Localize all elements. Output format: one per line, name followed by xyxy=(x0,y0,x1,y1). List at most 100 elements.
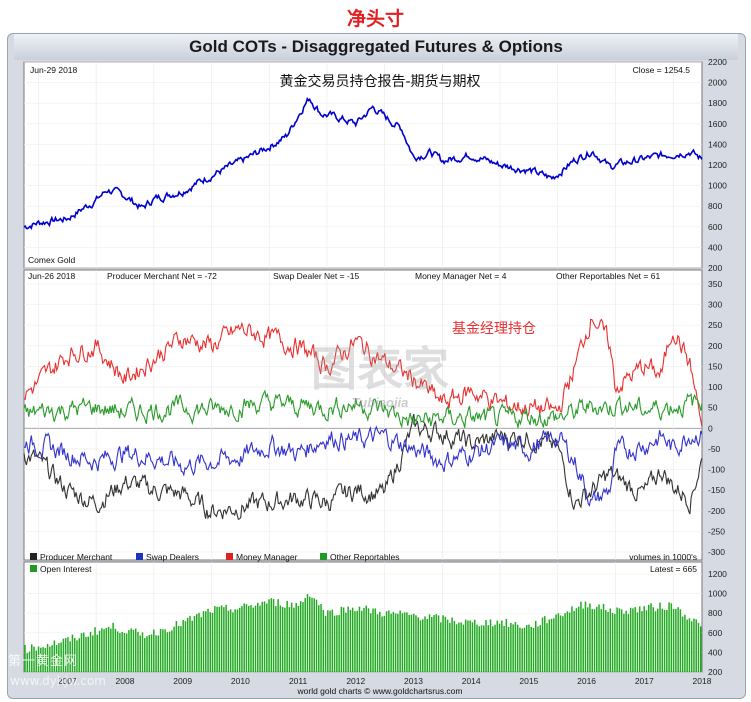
open-interest-bar xyxy=(166,632,169,672)
open-interest-bar xyxy=(252,607,254,672)
open-interest-bar xyxy=(401,613,404,672)
open-interest-bar xyxy=(647,604,650,672)
y-tick-label: 200 xyxy=(708,341,722,351)
money-net-label: Money Manager Net = 4 xyxy=(415,271,507,281)
open-interest-bar xyxy=(40,647,42,672)
open-interest-bar xyxy=(483,625,485,672)
open-interest-bar xyxy=(564,613,566,672)
open-interest-bar xyxy=(259,605,261,672)
open-interest-bar xyxy=(643,606,645,672)
open-interest-bar xyxy=(333,615,336,672)
open-interest-bar xyxy=(284,607,286,672)
open-interest-bar xyxy=(510,622,512,672)
open-interest-bar xyxy=(573,610,575,672)
price-subtitle: 黄金交易员持仓报告-期货与期权 xyxy=(279,73,480,90)
open-interest-bar xyxy=(116,631,119,672)
open-interest-bar xyxy=(620,609,623,672)
y-tick-label: 1400 xyxy=(708,139,727,149)
open-interest-bar xyxy=(177,625,180,672)
open-interest-bar xyxy=(399,610,401,672)
open-interest-bar xyxy=(349,609,352,672)
y-tick-label: 1000 xyxy=(708,181,727,191)
open-interest-bar xyxy=(130,628,132,672)
open-interest-bar xyxy=(171,630,173,672)
open-interest-bar xyxy=(467,620,469,672)
open-interest-bar xyxy=(315,599,318,672)
open-interest-bar xyxy=(306,594,309,672)
open-interest-bar xyxy=(629,607,632,672)
y-tick-label: 50 xyxy=(708,403,718,413)
open-interest-bar xyxy=(417,617,419,672)
net-date-label: Jun-26 2018 xyxy=(28,271,76,281)
y-tick-label: 600 xyxy=(708,628,722,638)
open-interest-bar xyxy=(503,625,505,672)
open-interest-bar xyxy=(98,630,101,672)
swap-net-label: Swap Dealer Net = -15 xyxy=(273,271,359,281)
open-interest-bar xyxy=(67,637,69,672)
open-interest-bar xyxy=(516,624,519,672)
open-interest-bar xyxy=(611,612,614,672)
x-tick-label: 2013 xyxy=(404,676,423,686)
open-interest-bar xyxy=(641,611,643,672)
open-interest-bar xyxy=(134,628,137,672)
open-interest-bar xyxy=(514,622,517,672)
open-interest-bar xyxy=(372,608,374,672)
axis-ticks: 2004006008001000120014001600180020002200… xyxy=(58,57,727,686)
open-interest-bar xyxy=(164,629,166,672)
producer-net-label: Producer Merchant Net = -72 xyxy=(107,271,217,281)
open-interest-bar xyxy=(469,620,471,672)
open-interest-bar xyxy=(101,628,103,672)
watermark-site: 第一黄金网 xyxy=(8,654,79,669)
open-interest-bar xyxy=(625,610,627,672)
open-interest-bar xyxy=(446,619,449,672)
open-interest-bar xyxy=(184,621,187,672)
open-interest-bar xyxy=(697,622,700,672)
open-interest-bar xyxy=(367,608,370,672)
y-tick-label: 400 xyxy=(708,242,722,252)
open-interest-bar xyxy=(374,608,377,672)
open-interest-bar xyxy=(408,615,410,672)
open-interest-bar xyxy=(73,637,76,672)
legend-money: Money Manager xyxy=(236,552,298,562)
open-interest-bar xyxy=(241,606,243,672)
x-tick-label: 2010 xyxy=(231,676,250,686)
watermark-logo: 图表家 xyxy=(311,342,449,396)
open-interest-bar xyxy=(363,608,365,672)
open-interest-bar xyxy=(688,618,691,672)
open-interest-bar xyxy=(544,616,546,672)
open-interest-bar xyxy=(627,614,630,672)
open-interest-bar xyxy=(528,624,530,672)
open-interest-bar xyxy=(501,620,503,672)
open-interest-bar xyxy=(351,607,354,672)
open-interest-bar xyxy=(636,612,639,672)
open-interest-bar xyxy=(428,614,431,672)
y-tick-label: 200 xyxy=(708,263,722,273)
open-interest-bar xyxy=(575,608,578,672)
open-interest-bar xyxy=(55,644,58,672)
open-interest-bar xyxy=(460,622,462,672)
open-interest-bar xyxy=(89,631,92,672)
open-interest-bar xyxy=(132,629,135,672)
open-interest-bar xyxy=(415,615,417,672)
open-interest-bar xyxy=(690,621,693,672)
open-interest-bar xyxy=(218,606,221,672)
open-interest-bar xyxy=(85,636,87,672)
open-interest-bar xyxy=(238,607,241,672)
open-interest-bar xyxy=(505,618,508,672)
y-tick-label: 1800 xyxy=(708,98,727,108)
close-label: Close = 1254.5 xyxy=(633,65,691,75)
open-interest-bar xyxy=(119,632,121,672)
open-interest-bar xyxy=(173,626,175,672)
open-interest-bar xyxy=(234,609,236,672)
open-interest-bar xyxy=(695,619,697,672)
open-interest-bar xyxy=(403,612,406,672)
open-interest-bar xyxy=(559,615,562,672)
open-interest-bar xyxy=(200,617,203,672)
money-manager-annotation: 基金经理持仓 xyxy=(452,320,536,337)
open-interest-bar xyxy=(494,624,496,672)
open-interest-bar xyxy=(327,610,329,672)
open-interest-bar xyxy=(577,606,580,672)
open-interest-bar xyxy=(525,625,528,672)
open-interest-bar xyxy=(155,635,157,672)
open-interest-bar xyxy=(150,634,153,672)
